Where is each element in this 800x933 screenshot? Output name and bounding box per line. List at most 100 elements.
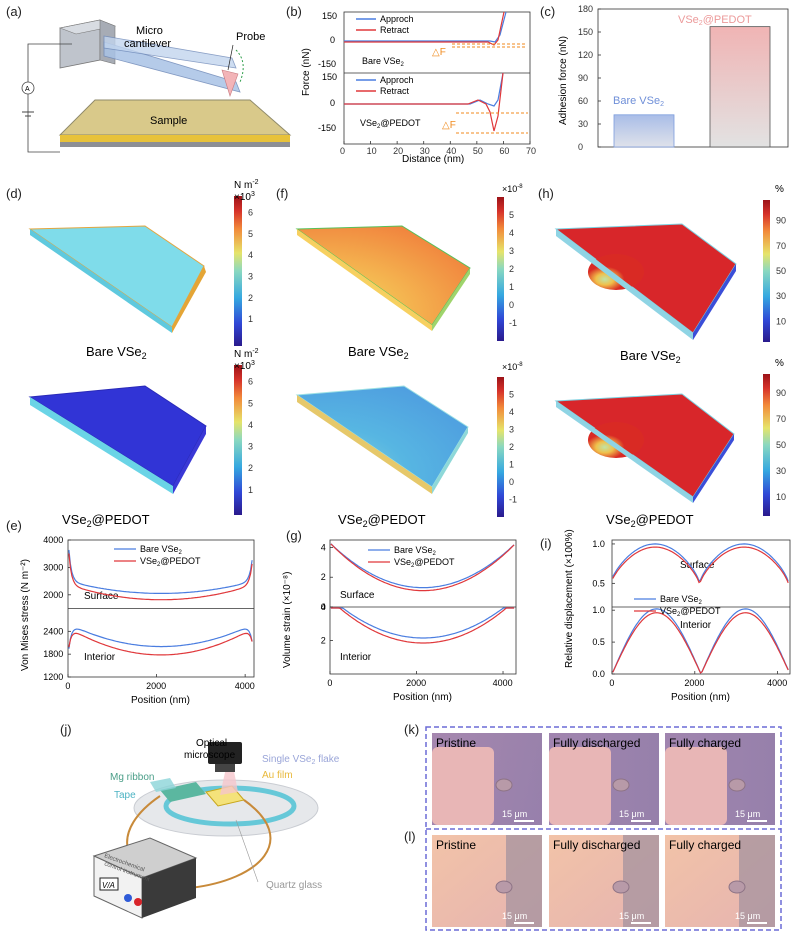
image-label-1: Fully discharged [553,736,640,750]
label-quartz: Quartz glass [266,880,322,891]
cantilever-beam-1 [103,41,241,93]
probe-pointer [227,44,234,71]
colorbar-tick: 1 [248,314,253,324]
colorbar-tick: 2 [509,442,514,452]
x-tick-labels: 0 10 20 30 40 50 60 70 [340,141,536,156]
panel-label-f: (f) [276,186,288,201]
y-tick-label: 4000 [43,535,63,545]
electrode-region [432,747,494,825]
y-tick-label: 2 [321,636,326,646]
map-bare [28,225,205,328]
y-tick-label: 0.0 [592,669,605,679]
series-pedot-interior [330,607,515,644]
flake-particle [728,880,746,894]
y-tick-labels: 0 30 60 90 120 150 180 [578,4,601,152]
y-tick-label: 0 [321,602,326,612]
label-bare-vse2: Bare VSe2 [362,56,405,68]
colorbar-tick: 6 [248,377,253,387]
axis-label-y: Adhesion force (nN) [558,36,569,125]
ytick-bot-0: 0 [330,98,335,108]
legend-entry-0: Bare VSe2 [394,545,437,557]
subplot-label: Interior [680,620,712,631]
colorbar-tick: 30 [776,466,786,476]
circuit-wire [27,43,72,153]
subplot-label: Surface [680,560,715,571]
axis-label-x: Position (nm) [393,692,452,703]
axis-label-y: Volume strain (×10⁻⁸) [282,572,293,668]
label-vse2-pedot: VSe2@PEDOT [360,118,421,130]
x-tick-label: 50 [473,146,483,156]
image-label-0: Pristine [436,838,476,852]
x-tick-label: 30 [420,146,430,156]
y-tick-label: 60 [578,96,588,106]
x-tick-label: 2000 [146,681,166,691]
label-probe: Probe [236,31,265,43]
label-cantilever: cantilever [124,38,171,50]
colorbar-tick: 90 [776,388,786,398]
ammeter-label: A [25,86,30,93]
colorbar-tick: 5 [248,398,253,408]
axis-label-x: Position (nm) [131,695,190,706]
flake-particle [495,880,513,894]
x-tick-label: 0 [327,678,332,688]
y-tick-label: 2 [321,572,326,582]
y-tick-label: 1.0 [592,539,605,549]
label-tape: Tape [114,790,136,801]
y-tick-label: 1800 [43,649,63,659]
map-bare [554,223,737,334]
bar-0 [613,114,675,148]
image-label-0: Pristine [436,736,476,750]
x-tick-label: 4000 [767,678,787,688]
y-tick-label: 120 [578,50,593,60]
image-label-1: Fully discharged [553,838,640,852]
electrode-region [549,747,611,825]
x-tick-label: 0 [65,681,70,691]
flake-particle [495,778,513,792]
colorbar-tick: 4 [509,407,514,417]
scale-bottom: ×10-8 [502,362,523,372]
legend-entry-1: VSe2@PEDOT [660,606,721,618]
colorbar-tick: 4 [248,250,253,260]
electrode-region [623,835,659,927]
panel-label-c: (c) [540,4,555,19]
x-tick-label: 10 [367,146,377,156]
legend-entry-0: Bare VSe2 [660,594,703,606]
y-tick-label: 2000 [43,590,63,600]
colorbar-tick: 10 [776,492,786,502]
colorbar-tick: 4 [509,228,514,238]
x-tick-label: 20 [393,146,403,156]
legend-retract-top: Retract [380,25,410,35]
unit-bottom: N m-2 [234,348,259,360]
subplot-label: Interior [340,652,372,663]
colorbar-tick: 0 [509,300,514,310]
va-display [99,877,119,891]
x-tick-label: 4000 [493,678,513,688]
colorbar-tick: -1 [509,495,517,505]
colorbar-bottom [763,374,770,516]
delta-f-top: △F [432,47,446,58]
label-micro: Micro [136,25,163,37]
x-tick-label: 0 [609,678,614,688]
colorbar-tick: 90 [776,216,786,226]
panel-a-afm-schematic: Micro cantilever Probe Sample A [21,19,292,153]
label-au-film: Au film [262,770,293,781]
scale-bar-label: 15 μm [735,809,760,819]
colorbar-tick: 1 [509,282,514,292]
subplot-label: Surface [84,591,119,602]
colorbar-tick: 3 [248,442,253,452]
y-tick-label: 4 [321,542,326,552]
axis-label-y: Von Mises stress (N m⁻²) [20,559,31,671]
scale-1: ×103 [234,360,255,372]
caption-pedot: VSe2@PEDOT [606,512,694,529]
colorbar-tick: 30 [776,291,786,301]
bars [613,26,771,148]
legend-entry-1: VSe2@PEDOT [394,557,455,569]
label-flake: Single VSe2 flake [262,754,340,766]
colorbar-tick: 3 [248,271,253,281]
light-beam [220,750,238,795]
va-label: V/A [102,881,115,890]
colorbar-tick: 1 [248,485,253,495]
unit-top: N m-2 [234,179,259,191]
colorbar-tick: 2 [248,293,253,303]
